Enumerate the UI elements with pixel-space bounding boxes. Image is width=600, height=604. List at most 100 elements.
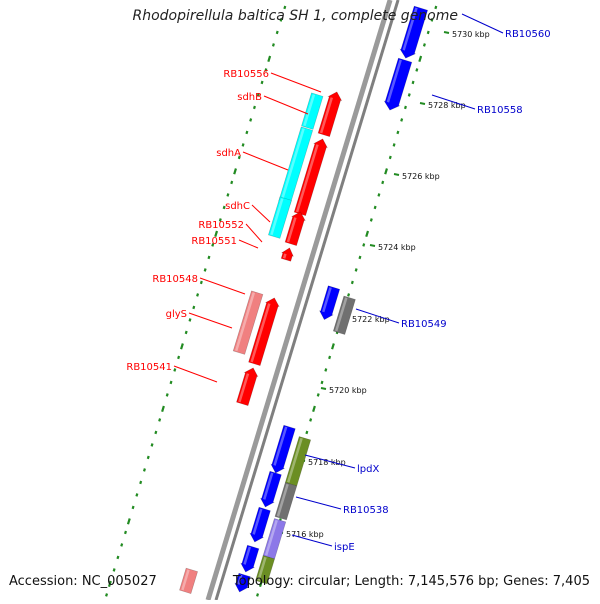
dot-mark <box>350 280 354 285</box>
dot-mark <box>173 368 177 372</box>
gene-RB10549-gray-highlight <box>335 297 348 332</box>
gene-sdhA-cyan-highlight <box>280 128 305 202</box>
leader-RB10551 <box>238 239 259 249</box>
gene-sdhC-cyan-highlight <box>270 198 284 236</box>
gene-sdhC <box>284 211 306 246</box>
label-RB10552: RB10552 <box>198 220 244 231</box>
dot-mark <box>283 5 287 10</box>
gene-RB10551 <box>280 247 294 262</box>
gene-RB10538-a-highlight <box>263 472 274 500</box>
gene-RB10558 <box>383 57 413 111</box>
leader-RB10560 <box>461 13 504 34</box>
leader-sdhC <box>251 204 271 223</box>
dot-mark <box>116 555 120 560</box>
dot-mark <box>418 55 423 63</box>
dot-mark <box>249 118 253 122</box>
dot-mark <box>309 418 313 422</box>
tick-mark <box>369 244 376 247</box>
dot-mark <box>154 430 158 435</box>
dot-mark <box>316 393 320 397</box>
map-title: Rhodopirellula baltica SH 1, complete ge… <box>132 8 459 24</box>
dot-mark <box>415 68 419 72</box>
gene-reverse-bottom-highlight <box>237 574 243 585</box>
tick-label: 5716 kbp <box>286 530 324 539</box>
dot-mark <box>324 368 328 372</box>
dot-track-1 <box>105 5 287 597</box>
gene-ispE-olive-highlight <box>257 556 267 581</box>
dot-mark <box>275 30 279 35</box>
gene-sdhB-cyan <box>301 92 324 130</box>
gene-forward-bottom <box>179 567 198 594</box>
label-ispE: ispE <box>334 542 355 553</box>
gene-RB10556-highlight <box>319 97 333 134</box>
tick-mark <box>320 387 327 390</box>
dot-mark <box>267 55 272 63</box>
label-glyS: glyS <box>166 309 187 320</box>
dot-mark <box>112 568 116 572</box>
label-RB10560: RB10560 <box>505 29 551 40</box>
label-RB10551: RB10551 <box>191 236 237 247</box>
dot-mark <box>192 305 196 310</box>
gene-RB10556 <box>317 91 343 137</box>
dot-mark <box>358 255 362 260</box>
dot-mark <box>158 418 162 422</box>
tick-label: 5724 kbp <box>378 243 416 252</box>
gene-RB10556-shape <box>317 91 343 137</box>
gene-RB10538-gray-highlight <box>276 483 289 517</box>
gene-reverse-bottom <box>234 572 251 593</box>
dot-mark <box>233 168 237 175</box>
label-sdhB: sdhB <box>237 92 262 103</box>
leader-RB10538 <box>295 496 342 510</box>
dot-mark <box>207 255 211 260</box>
gene-RB10538-a-shape <box>259 470 282 508</box>
dot-mark <box>150 443 154 447</box>
kbp-ticks: 5730 kbp 5728 kbp 5726 kbp 5724 kbp 5722 kbp… <box>277 30 490 539</box>
leader-RB10558 <box>431 94 476 110</box>
gene-RB10538-b <box>249 506 271 543</box>
gene-RB10548-highlight <box>235 292 255 352</box>
label-sdhC: sdhC <box>225 201 250 212</box>
dot-mark <box>331 343 335 350</box>
gene-lpdX-highlight <box>273 426 288 466</box>
dot-mark <box>392 143 396 147</box>
gene-RB10541-highlight <box>238 373 250 403</box>
tick-mark <box>393 173 400 176</box>
gene-reverse-bottom-shape <box>234 572 251 593</box>
gene-RB10558-highlight <box>386 59 402 103</box>
dot-mark <box>271 43 275 47</box>
dot-mark <box>422 43 426 47</box>
dot-mark <box>241 143 245 147</box>
accession-text: Accession: NC_005027 <box>9 574 157 589</box>
dot-mark <box>384 168 388 175</box>
dot-mark <box>407 93 411 97</box>
dot-mark <box>430 18 434 22</box>
dot-mark <box>264 68 268 72</box>
dot-mark <box>177 355 181 360</box>
dot-mark <box>124 530 127 535</box>
gene-sdhB-cyan-highlight <box>303 94 316 127</box>
dot-mark <box>312 405 316 413</box>
topology-text: Topology: circular; Length: 7,145,576 bp… <box>232 574 590 589</box>
dot-mark <box>403 105 407 110</box>
label-RB10549: RB10549 <box>401 319 447 330</box>
gene-sdhC-highlight <box>286 217 297 243</box>
dot-mark <box>365 230 370 238</box>
gene-sdhB-cyan-shape <box>301 92 324 130</box>
dot-mark <box>226 193 230 197</box>
label-RB10538: RB10538 <box>343 505 389 516</box>
dot-mark <box>165 393 169 397</box>
gene-sdhC-cyan-shape <box>268 196 292 239</box>
gene-ispE <box>240 544 260 573</box>
backbone-line-outer <box>205 0 393 601</box>
gene-ispE-olive-shape <box>255 555 275 585</box>
gene-RB10541-shape <box>236 367 259 406</box>
dot-mark <box>377 193 381 197</box>
leader-lpdX <box>304 454 356 469</box>
gene-RB10538-b-highlight <box>252 508 263 535</box>
dot-mark <box>142 468 146 472</box>
dot-mark <box>237 155 241 160</box>
dot-mark <box>396 130 400 135</box>
tick-label: 5730 kbp <box>452 30 490 39</box>
